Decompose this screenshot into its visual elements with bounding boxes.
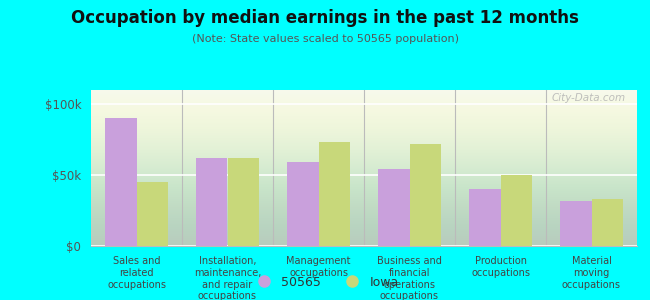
Bar — [500, 175, 532, 246]
Text: City-Data.com: City-Data.com — [552, 93, 626, 103]
Bar — [105, 118, 136, 246]
Bar — [469, 189, 500, 246]
Bar — [136, 182, 168, 246]
Bar — [410, 144, 441, 246]
Bar — [287, 162, 318, 246]
Text: Occupation by median earnings in the past 12 months: Occupation by median earnings in the pas… — [71, 9, 579, 27]
Bar — [560, 201, 592, 246]
Bar — [592, 199, 623, 246]
Bar — [318, 142, 350, 246]
Bar — [227, 158, 259, 246]
Bar — [196, 158, 228, 246]
Bar — [378, 169, 410, 246]
Text: (Note: State values scaled to 50565 population): (Note: State values scaled to 50565 popu… — [192, 34, 458, 44]
Legend: 50565, Iowa: 50565, Iowa — [246, 271, 404, 294]
